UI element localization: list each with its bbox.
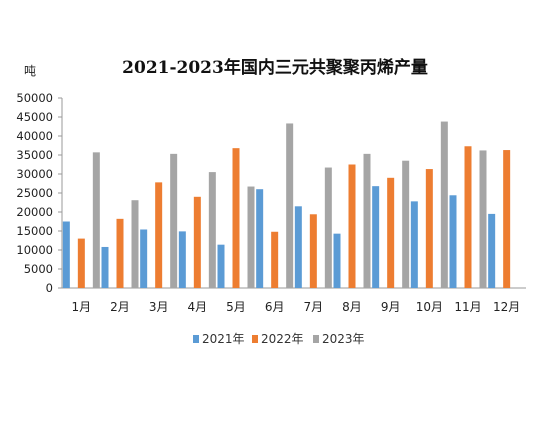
legend-swatch-1 <box>193 335 199 343</box>
y-tick-label: 5000 <box>24 262 53 276</box>
x-tick-label: 4月 <box>188 300 208 314</box>
bar-2-12 <box>503 150 511 288</box>
bar-2-6 <box>271 231 279 288</box>
x-tick-label: 9月 <box>381 300 401 314</box>
x-tick-label: 7月 <box>304 300 324 314</box>
x-tick-label: 10月 <box>416 300 443 314</box>
bar-2-1 <box>77 238 85 288</box>
bar-2-10 <box>425 169 433 288</box>
x-tick-label: 1月 <box>72 300 92 314</box>
bar-series-group <box>62 121 511 289</box>
bar-2-8 <box>348 164 356 288</box>
chart-title: 2021-2023年国内三元共聚聚丙烯产量 <box>122 57 428 78</box>
legend-swatch-3 <box>313 335 319 343</box>
bar-3-10 <box>440 121 448 288</box>
x-tick-label: 8月 <box>342 300 362 314</box>
bar-2-9 <box>387 177 395 288</box>
y-axis-unit: 吨 <box>24 64 36 78</box>
bar-1-10 <box>410 201 418 288</box>
bar-1-12 <box>488 213 496 288</box>
x-tick-label: 2月 <box>110 300 130 314</box>
y-tick-label: 20000 <box>16 205 53 219</box>
y-tick-label: 35000 <box>16 148 53 162</box>
bar-2-3 <box>155 182 163 288</box>
bar-1-9 <box>372 186 380 288</box>
y-tick-label: 0 <box>46 281 53 295</box>
bar-1-4 <box>178 231 186 288</box>
bar-1-2 <box>101 246 109 288</box>
bar-3-7 <box>324 167 332 288</box>
bar-2-5 <box>232 148 240 288</box>
legend-label-1: 2021年 <box>202 332 245 346</box>
bar-1-8 <box>333 233 341 288</box>
legend-label-2: 2022年 <box>261 332 304 346</box>
y-tick-label: 50000 <box>16 91 53 105</box>
bar-1-3 <box>140 229 148 288</box>
bar-2-4 <box>193 196 201 288</box>
bar-1-11 <box>449 195 457 288</box>
y-tick-label: 10000 <box>16 243 53 257</box>
y-tick-label: 15000 <box>16 224 53 238</box>
legend: 2021年 2022年 2023年 <box>193 332 365 346</box>
bar-2-2 <box>116 218 124 288</box>
x-tick-label: 11月 <box>454 300 481 314</box>
x-tick-label: 5月 <box>226 300 246 314</box>
bar-3-4 <box>208 172 216 288</box>
bar-2-7 <box>309 214 317 288</box>
x-axis-ticks: 1月 2月 3月 4月 5月 6月 7月 8月 9月 10月 11月 12月 <box>72 300 521 314</box>
bar-3-1 <box>92 152 100 288</box>
bar-1-7 <box>294 206 302 288</box>
bar-2-11 <box>464 146 472 288</box>
legend-swatch-2 <box>252 335 258 343</box>
y-tick-label: 40000 <box>16 129 53 143</box>
bar-1-6 <box>256 189 264 288</box>
x-tick-label: 12月 <box>493 300 520 314</box>
x-tick-label: 6月 <box>265 300 285 314</box>
bar-3-6 <box>286 123 294 289</box>
bar-3-5 <box>247 186 255 288</box>
bar-3-9 <box>402 160 410 288</box>
bar-3-2 <box>131 200 139 288</box>
y-tick-label: 45000 <box>16 110 53 124</box>
y-axis-ticks: 5000045000400003500030000250002000015000… <box>16 91 62 295</box>
y-tick-label: 30000 <box>16 167 53 181</box>
bar-1-5 <box>217 244 225 288</box>
bar-3-8 <box>363 153 371 288</box>
x-tick-label: 3月 <box>149 300 169 314</box>
bar-3-11 <box>479 150 487 288</box>
legend-label-3: 2023年 <box>322 332 365 346</box>
y-tick-label: 25000 <box>16 186 53 200</box>
bar-1-1 <box>62 221 70 288</box>
bar-3-3 <box>170 153 178 288</box>
